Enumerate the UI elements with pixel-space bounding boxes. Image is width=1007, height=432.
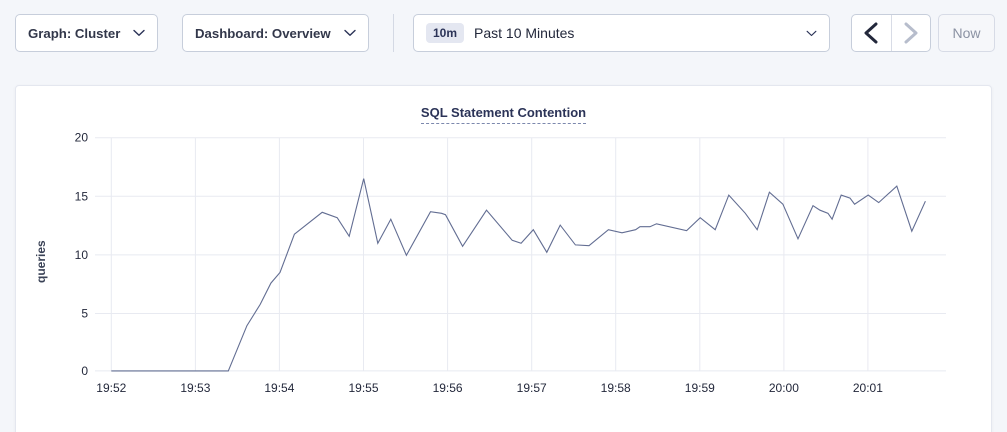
svg-text:19:59: 19:59 — [685, 381, 715, 395]
svg-text:19:57: 19:57 — [517, 381, 547, 395]
svg-text:20:00: 20:00 — [769, 381, 799, 395]
svg-text:20:01: 20:01 — [853, 381, 883, 395]
svg-text:5: 5 — [81, 307, 88, 321]
svg-text:19:56: 19:56 — [433, 381, 463, 395]
svg-text:20: 20 — [75, 131, 89, 145]
svg-text:19:58: 19:58 — [601, 381, 631, 395]
svg-text:15: 15 — [75, 189, 89, 203]
svg-text:19:54: 19:54 — [264, 381, 294, 395]
svg-text:10: 10 — [75, 248, 89, 262]
svg-text:0: 0 — [81, 364, 88, 378]
svg-text:19:52: 19:52 — [96, 381, 126, 395]
svg-text:19:53: 19:53 — [180, 381, 210, 395]
svg-text:19:55: 19:55 — [348, 381, 378, 395]
